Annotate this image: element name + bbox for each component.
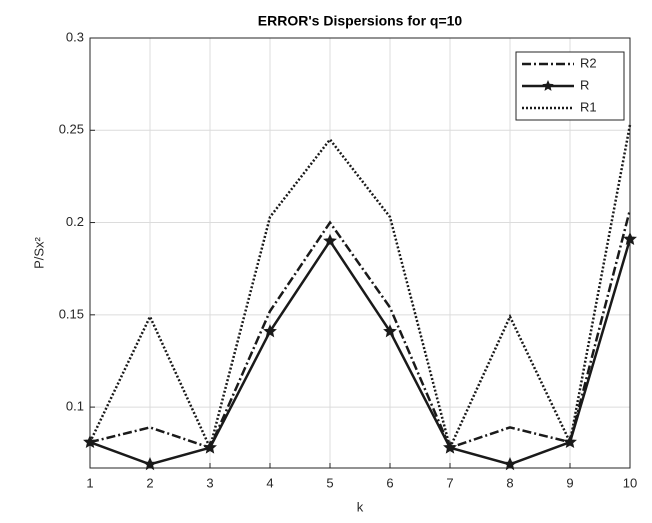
star-marker — [263, 324, 277, 338]
y-tick-label: 0.2 — [66, 214, 84, 229]
y-axis-label: P/Sx² — [31, 236, 46, 268]
x-axis-label: k — [357, 499, 364, 514]
x-tick-label: 1 — [86, 475, 93, 490]
x-tick-label: 8 — [506, 475, 513, 490]
star-marker — [563, 434, 577, 449]
legend-label: R — [580, 77, 589, 92]
legend-marker — [542, 80, 554, 91]
star-marker — [623, 231, 637, 246]
legend-label: R1 — [580, 99, 597, 114]
star-marker — [383, 324, 397, 338]
axes-box — [89, 37, 631, 469]
star-marker — [143, 457, 157, 471]
x-tick-label: 6 — [386, 475, 393, 490]
y-tick-label: 0.25 — [59, 122, 84, 137]
series-line — [89, 238, 632, 466]
chart-title: ERROR's Dispersions for q=10 — [258, 13, 463, 29]
x-tick-label: 10 — [623, 475, 637, 490]
x-tick-label: 7 — [446, 475, 453, 490]
y-tick-label: 0.3 — [66, 29, 84, 44]
series-line — [88, 124, 632, 452]
x-tick-label: 5 — [326, 475, 333, 490]
legend-label: R2 — [580, 55, 597, 70]
series-line — [89, 209, 632, 450]
x-tick-label: 4 — [266, 475, 273, 490]
x-tick-label: 2 — [146, 475, 153, 490]
y-tick-label: 0.1 — [66, 399, 84, 414]
star-marker — [323, 233, 337, 247]
x-tick-label: 9 — [566, 475, 573, 490]
y-tick-label: 0.15 — [59, 306, 84, 321]
star-marker — [503, 457, 517, 471]
star-marker — [203, 440, 217, 454]
x-tick-label: 3 — [206, 475, 213, 490]
